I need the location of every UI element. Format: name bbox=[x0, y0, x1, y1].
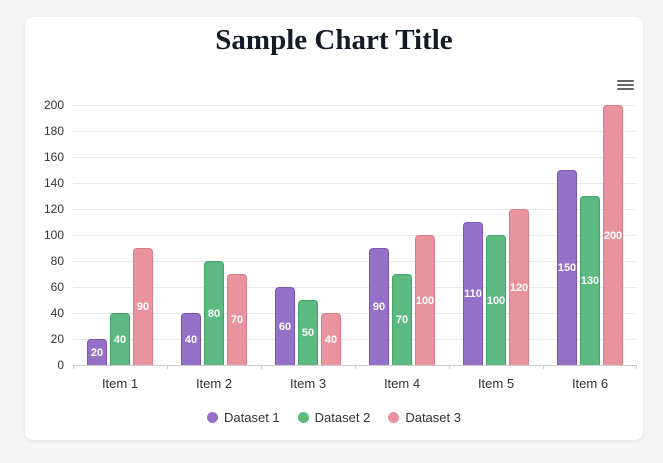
bar-dataset-1-item-5[interactable]: 110 bbox=[463, 222, 483, 365]
bar-dataset-1-item-2[interactable]: 40 bbox=[181, 313, 201, 365]
bar-value-label: 80 bbox=[207, 307, 221, 320]
x-axis-label: Item 1 bbox=[101, 376, 139, 391]
x-axis-label: Item 5 bbox=[477, 376, 515, 391]
gridline bbox=[73, 261, 637, 262]
legend-marker-icon bbox=[207, 412, 219, 423]
legend-marker-icon bbox=[388, 412, 400, 423]
bar-value-label: 20 bbox=[90, 346, 104, 359]
x-axis-tick bbox=[73, 365, 74, 369]
bar-value-label: 100 bbox=[486, 294, 506, 307]
bar-dataset-2-item-6[interactable]: 130 bbox=[580, 196, 600, 365]
bar-value-label: 70 bbox=[395, 314, 409, 326]
x-axis-label: Item 6 bbox=[571, 376, 609, 391]
x-axis-label: Item 3 bbox=[289, 376, 327, 391]
bar-group-item-5: 110 100 120 bbox=[449, 105, 543, 365]
bar-dataset-3-item-2[interactable]: 70 bbox=[227, 274, 247, 365]
bar-value-label: 90 bbox=[372, 301, 386, 313]
bar-group-item-4: 90 70 100 bbox=[355, 105, 449, 365]
y-axis-label: 20 bbox=[50, 332, 64, 346]
bar-value-label: 40 bbox=[184, 333, 198, 346]
bar-value-label: 150 bbox=[557, 262, 577, 274]
bar-dataset-2-item-3[interactable]: 50 bbox=[298, 300, 318, 365]
y-axis-label: 200 bbox=[43, 98, 64, 112]
bar-dataset-2-item-2[interactable]: 80 bbox=[204, 261, 224, 365]
bar-value-label: 40 bbox=[113, 333, 127, 346]
bar-group-item-6: 150 130 200 bbox=[543, 105, 637, 365]
bar-dataset-3-item-4[interactable]: 100 bbox=[415, 235, 435, 365]
bar-value-label: 120 bbox=[509, 281, 529, 294]
y-axis-label: 180 bbox=[43, 124, 64, 138]
menu-line bbox=[617, 80, 634, 82]
gridline bbox=[73, 313, 637, 314]
x-axis-tick bbox=[449, 365, 450, 369]
gridline bbox=[73, 183, 637, 184]
legend: Dataset 1 Dataset 2 Dataset 3 bbox=[25, 410, 643, 425]
bar-dataset-3-item-3[interactable]: 40 bbox=[321, 313, 341, 365]
legend-label: Dataset 1 bbox=[224, 410, 280, 425]
bar-dataset-2-item-5[interactable]: 100 bbox=[486, 235, 506, 365]
bar-value-label: 40 bbox=[324, 333, 338, 346]
y-axis-label: 140 bbox=[43, 176, 64, 190]
bar-value-label: 70 bbox=[230, 314, 244, 326]
menu-line bbox=[617, 84, 634, 86]
bar-value-label: 100 bbox=[415, 294, 435, 307]
bar-dataset-3-item-6[interactable]: 200 bbox=[603, 105, 623, 365]
x-axis-tick bbox=[261, 365, 262, 369]
gridline bbox=[73, 287, 637, 288]
x-axis-tick bbox=[167, 365, 168, 369]
bar-group-item-2: 40 80 70 bbox=[167, 105, 261, 365]
bar-dataset-1-item-1[interactable]: 20 bbox=[87, 339, 107, 365]
gridline bbox=[73, 131, 637, 132]
bar-dataset-1-item-6[interactable]: 150 bbox=[557, 170, 577, 365]
y-axis-label: 0 bbox=[57, 358, 64, 372]
bar-value-label: 50 bbox=[301, 327, 315, 339]
bar-value-label: 200 bbox=[603, 229, 623, 242]
bar-group-item-1: 20 40 90 bbox=[73, 105, 167, 365]
bar-value-label: 110 bbox=[464, 288, 482, 300]
legend-item-dataset-2[interactable]: Dataset 2 bbox=[297, 410, 371, 425]
bar-dataset-3-item-1[interactable]: 90 bbox=[133, 248, 153, 365]
gridline bbox=[73, 157, 637, 158]
x-axis-label: Item 4 bbox=[383, 376, 421, 391]
y-axis-label: 120 bbox=[43, 202, 64, 216]
x-axis-tick bbox=[636, 365, 637, 369]
y-axis-label: 60 bbox=[50, 280, 64, 294]
bar-value-label: 130 bbox=[580, 275, 600, 287]
legend-marker-icon bbox=[297, 412, 309, 423]
gridline bbox=[73, 105, 637, 106]
chart-card: Sample Chart Title 0 20 40 60 80 100 120 140 160… bbox=[25, 17, 643, 440]
x-axis-tick bbox=[355, 365, 356, 369]
bar-dataset-1-item-4[interactable]: 90 bbox=[369, 248, 389, 365]
legend-label: Dataset 3 bbox=[405, 410, 461, 425]
bar-value-label: 90 bbox=[136, 301, 150, 313]
x-axis-tick bbox=[543, 365, 544, 369]
bar-dataset-2-item-1[interactable]: 40 bbox=[110, 313, 130, 365]
bar-dataset-1-item-3[interactable]: 60 bbox=[275, 287, 295, 365]
gridline bbox=[73, 339, 637, 340]
legend-item-dataset-1[interactable]: Dataset 1 bbox=[207, 410, 280, 425]
x-axis-label: Item 2 bbox=[195, 376, 233, 391]
y-axis-label: 80 bbox=[50, 254, 64, 268]
legend-label: Dataset 2 bbox=[314, 410, 371, 425]
menu-line bbox=[617, 88, 634, 90]
legend-item-dataset-3[interactable]: Dataset 3 bbox=[388, 410, 461, 425]
gridline bbox=[73, 209, 637, 210]
bar-dataset-3-item-5[interactable]: 120 bbox=[509, 209, 529, 365]
bar-group-item-3: 60 50 40 bbox=[261, 105, 355, 365]
y-axis-label: 40 bbox=[50, 306, 64, 320]
bar-dataset-2-item-4[interactable]: 70 bbox=[392, 274, 412, 365]
bar-value-label: 60 bbox=[278, 320, 292, 333]
hamburger-menu-icon[interactable] bbox=[615, 78, 636, 94]
gridline bbox=[73, 235, 637, 236]
chart-title: Sample Chart Title bbox=[215, 24, 453, 56]
y-axis-label: 160 bbox=[43, 150, 64, 164]
y-axis-label: 100 bbox=[43, 228, 64, 242]
